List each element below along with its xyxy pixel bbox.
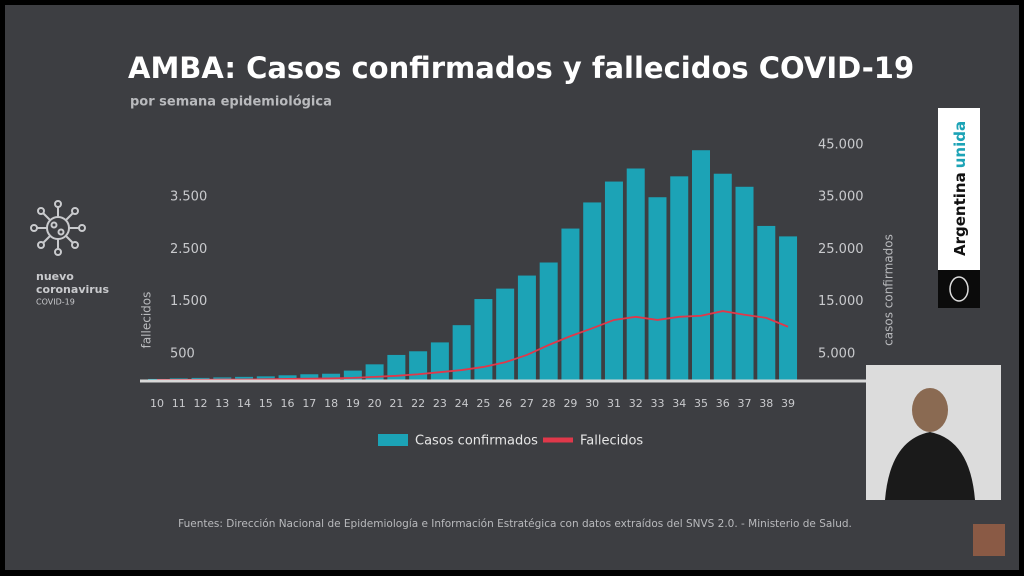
bar (604, 181, 623, 380)
bar (670, 176, 689, 380)
x-tick-label: 13 (215, 397, 229, 410)
bar (430, 342, 449, 380)
y-tick-label: 500 (170, 346, 195, 361)
bar (474, 299, 493, 380)
bar (517, 275, 536, 380)
brand-box (938, 108, 980, 270)
bar (452, 325, 471, 380)
x-tick-label: 30 (585, 397, 599, 410)
y-tick-label: 1.500 (170, 294, 207, 309)
x-tick-label: 36 (716, 397, 730, 410)
x-tick-label: 32 (629, 397, 643, 410)
brand-word: Argentina (951, 172, 969, 256)
bar (387, 354, 406, 380)
x-tick-label: 10 (150, 397, 164, 410)
interpreter-head (912, 388, 948, 432)
thumbnail (973, 524, 1005, 556)
x-tick-label: 29 (563, 397, 577, 410)
x-tick-label: 26 (498, 397, 512, 410)
y2-tick-label: 15.000 (818, 294, 864, 309)
chart-title: AMBA: Casos confirmados y fallecidos COV… (128, 51, 914, 85)
chart-area: 500 1.500 2.500 3.500 5.000 15.000 25.000 35.00… (140, 138, 866, 449)
x-tick-label: 31 (607, 397, 621, 410)
bar (539, 262, 558, 380)
bar (713, 173, 732, 380)
interpreter-body (885, 432, 975, 500)
y-axis-title: fallecidos (140, 292, 154, 349)
emblem (949, 276, 969, 302)
x-tick-label: 18 (324, 397, 338, 410)
x-tick-label: 28 (542, 397, 556, 410)
bar (256, 376, 275, 380)
bar (343, 370, 362, 380)
y2-axis-title: casos confirmados (882, 234, 896, 346)
x-tick-label: 14 (237, 397, 251, 410)
virus-label: coronavirus (36, 283, 110, 296)
bar (235, 376, 254, 380)
x-tick-label: 24 (455, 397, 469, 410)
bar (757, 225, 776, 380)
source-note: Fuentes: Dirección Nacional de Epidemiol… (178, 518, 852, 530)
slide-background (5, 5, 1019, 570)
virus-label: nuevo (36, 270, 74, 283)
bar (409, 351, 428, 380)
x-tick-label: 25 (476, 397, 490, 410)
bar (735, 186, 754, 380)
x-tick-label: 35 (694, 397, 708, 410)
x-tick-label: 11 (172, 397, 186, 410)
virus-icon (30, 200, 86, 256)
chart-subtitle: por semana epidemiológica (130, 95, 332, 110)
y-tick-label: 2.500 (170, 242, 207, 257)
x-tick-label: 22 (411, 397, 425, 410)
x-tick-label: 16 (281, 397, 295, 410)
x-tick-label: 33 (650, 397, 664, 410)
x-tick-label: 34 (672, 397, 686, 410)
x-tick-label: 12 (194, 397, 208, 410)
brand-word: unida (951, 121, 969, 168)
bar (626, 168, 645, 380)
legend-swatch (378, 434, 408, 446)
x-tick-label: 37 (738, 397, 752, 410)
legend-label: Fallecidos (580, 434, 643, 449)
x-tick-label: 15 (259, 397, 273, 410)
brand-text: Argentina unida (951, 121, 969, 256)
x-tick-label: 27 (520, 397, 534, 410)
y-tick-label: 3.500 (170, 190, 207, 205)
y2-tick-label: 25.000 (818, 242, 864, 257)
bar (496, 288, 515, 380)
legend-label: Casos confirmados (415, 434, 538, 449)
bar (692, 150, 710, 380)
y2-tick-label: 5.000 (818, 346, 855, 361)
x-tick-label: 20 (368, 397, 382, 410)
bar (583, 202, 602, 380)
x-tick-label: 39 (781, 397, 795, 410)
bar (322, 373, 341, 380)
bar (300, 374, 319, 380)
line (156, 310, 789, 381)
bar (648, 197, 667, 380)
y2-tick-label: 35.000 (818, 190, 864, 205)
virus-label: COVID-19 (36, 298, 75, 307)
x-tick-label: 23 (433, 397, 447, 410)
x-tick-label: 17 (302, 397, 316, 410)
x-tick-label: 19 (346, 397, 360, 410)
x-tick-label: 21 (389, 397, 403, 410)
emblem-box (938, 270, 980, 308)
bar (278, 375, 297, 380)
bar (779, 236, 798, 380)
x-tick-label: 38 (759, 397, 773, 410)
y2-tick-label: 45.000 (818, 138, 864, 153)
bar (561, 228, 580, 380)
